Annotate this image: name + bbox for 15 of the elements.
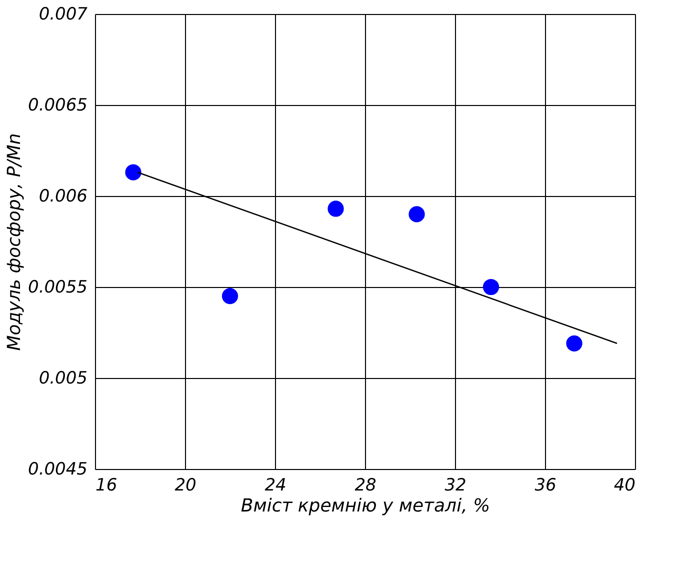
y-axis-title: Модуль фосфору, P/Mn [4, 133, 26, 351]
y-tick-label: 0.0045 [28, 460, 88, 480]
x-tick-label: 20 [174, 476, 196, 496]
x-tick-label: 28 [354, 476, 376, 496]
y-tick-label: 0.006 [38, 186, 88, 206]
y-tick-label: 0.007 [38, 4, 88, 24]
x-tick-label: 24 [264, 476, 286, 496]
y-tick-label: 0.005 [38, 368, 88, 388]
y-tick-label: 0.0055 [28, 278, 88, 298]
x-tick-label: 32 [444, 476, 466, 496]
x-tick-label: 16 [96, 476, 118, 496]
x-tick-label: 40 [614, 476, 636, 496]
x-tick-label: 36 [534, 476, 556, 496]
y-tick-label: 0.0065 [28, 96, 88, 116]
x-axis-title: Вміст кремнію у металі, % [240, 496, 490, 516]
